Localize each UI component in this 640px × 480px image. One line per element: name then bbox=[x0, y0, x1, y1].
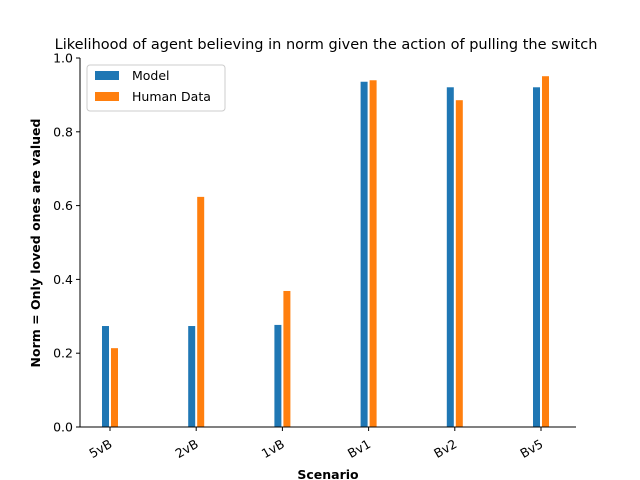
bar-human-data-bv2 bbox=[454, 99, 464, 428]
y-tick-label: 0.0 bbox=[53, 420, 73, 435]
bar-model-bv2 bbox=[445, 86, 455, 428]
y-tick-label: 0.4 bbox=[53, 272, 73, 287]
x-tick-label: 2vB bbox=[173, 436, 201, 461]
y-axis-title: Norm = Only loved ones are valued bbox=[28, 119, 43, 368]
plot-area bbox=[101, 75, 550, 428]
x-tick-label: 5vB bbox=[86, 436, 114, 461]
bar-model-bv5 bbox=[532, 86, 541, 428]
bar-human-data-bv5 bbox=[541, 75, 550, 428]
x-axis: 5vB 2vB 1vB Bv1 Bv2 Bv5 bbox=[80, 426, 576, 461]
bar-model-2vb bbox=[187, 325, 197, 428]
y-tick-label: 0.6 bbox=[53, 198, 73, 213]
legend: Model Human Data bbox=[86, 64, 226, 112]
x-tick-label: 1vB bbox=[259, 436, 287, 461]
legend-swatch bbox=[95, 71, 119, 80]
legend-label: Human Data bbox=[132, 89, 211, 104]
legend-swatch bbox=[95, 92, 119, 101]
y-tick-label: 0.8 bbox=[53, 124, 73, 139]
x-tick-label: Bv5 bbox=[517, 436, 545, 461]
bar-model-bv1 bbox=[359, 80, 369, 428]
legend-box bbox=[86, 64, 226, 112]
bar-human-data-1vb bbox=[282, 289, 292, 428]
y-axis: 0.0 0.2 0.4 0.6 0.8 1.0 bbox=[53, 51, 81, 435]
y-tick-label: 1.0 bbox=[53, 51, 73, 66]
bar-human-data-5vb bbox=[110, 347, 119, 428]
chart-title: Likelihood of agent believing in norm gi… bbox=[55, 37, 598, 53]
bar-model-5vb bbox=[101, 325, 110, 428]
legend-label: Model bbox=[132, 68, 170, 83]
y-tick-label: 0.2 bbox=[53, 346, 73, 361]
bar-human-data-bv1 bbox=[368, 79, 378, 428]
x-axis-title: Scenario bbox=[297, 467, 359, 480]
bar-human-data-2vb bbox=[196, 195, 206, 428]
x-tick-label: Bv2 bbox=[431, 436, 459, 461]
x-tick-label: Bv1 bbox=[345, 436, 373, 461]
bar-model-1vb bbox=[273, 323, 283, 428]
